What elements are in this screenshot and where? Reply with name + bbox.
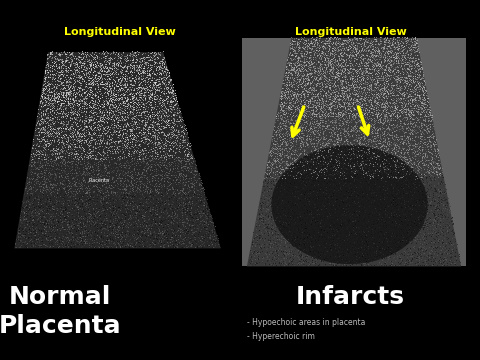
- Bar: [242, 38, 466, 266]
- Text: Placenta: Placenta: [89, 177, 110, 183]
- Text: - Hyperechoic rim: - Hyperechoic rim: [247, 332, 315, 341]
- Polygon shape: [14, 52, 221, 248]
- Text: Placenta: Placenta: [0, 314, 121, 338]
- Text: Infarcts: Infarcts: [296, 285, 405, 309]
- Text: Longitudinal View: Longitudinal View: [295, 27, 406, 37]
- Text: Normal: Normal: [9, 285, 111, 309]
- Polygon shape: [247, 38, 461, 266]
- Ellipse shape: [271, 145, 428, 264]
- Text: - Hypoechoic areas in placenta: - Hypoechoic areas in placenta: [247, 318, 366, 327]
- Text: Longitudinal View: Longitudinal View: [64, 27, 176, 37]
